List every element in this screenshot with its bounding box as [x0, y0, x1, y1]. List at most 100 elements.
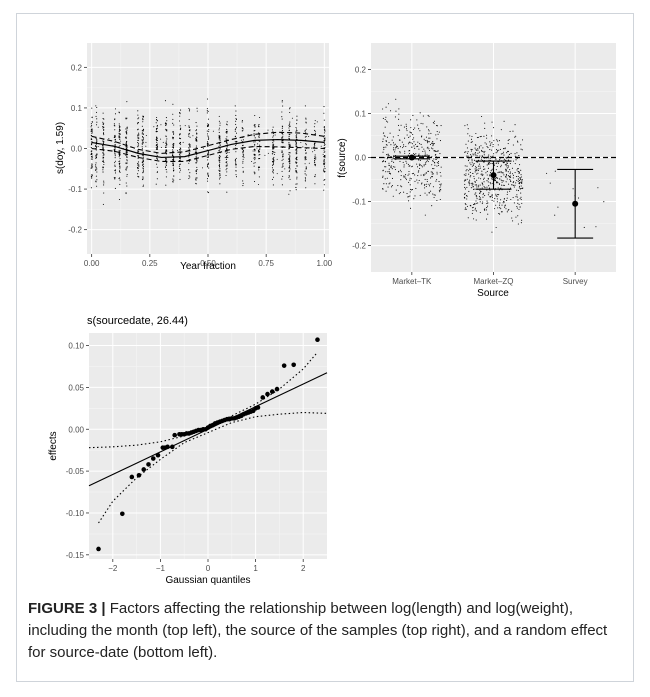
residual-point — [126, 162, 128, 164]
residual-point — [503, 148, 505, 150]
residual-point — [224, 156, 226, 158]
residual-point — [512, 220, 514, 222]
residual-point — [142, 163, 144, 165]
residual-point — [188, 134, 190, 136]
residual-point — [388, 168, 390, 170]
residual-point — [218, 134, 220, 136]
residual-point — [478, 151, 480, 153]
residual-point — [489, 148, 491, 151]
residual-point — [475, 202, 477, 204]
residual-point — [195, 182, 197, 184]
qq-point — [260, 395, 266, 400]
residual-point — [413, 154, 415, 156]
residual-point — [498, 140, 501, 142]
residual-point — [483, 135, 485, 137]
residual-point — [508, 139, 510, 141]
residual-point — [506, 167, 508, 169]
residual-point — [510, 175, 512, 177]
residual-point — [403, 166, 405, 168]
residual-point — [438, 181, 440, 183]
residual-point — [433, 168, 435, 170]
residual-point — [475, 167, 478, 169]
residual-point — [476, 198, 478, 200]
residual-point — [156, 140, 158, 142]
residual-point — [485, 172, 487, 174]
residual-point — [481, 170, 483, 172]
residual-point — [118, 150, 120, 152]
residual-point — [207, 136, 209, 138]
residual-point — [392, 149, 395, 151]
residual-point — [142, 167, 144, 169]
residual-point — [484, 127, 486, 130]
residual-point — [295, 141, 297, 143]
residual-point — [103, 192, 105, 194]
residual-point — [226, 138, 228, 140]
residual-point — [165, 140, 167, 142]
residual-point — [206, 112, 208, 114]
residual-point — [188, 126, 191, 128]
residual-point — [276, 173, 278, 175]
residual-point — [188, 110, 190, 112]
residual-point — [172, 136, 174, 138]
residual-point — [273, 140, 275, 142]
residual-point — [95, 164, 97, 166]
residual-point — [125, 168, 127, 170]
residual-point — [207, 123, 209, 125]
residual-point — [509, 171, 511, 173]
residual-point — [388, 172, 390, 174]
residual-point — [499, 202, 501, 204]
residual-point — [314, 132, 317, 134]
residual-point — [90, 137, 92, 139]
panel-doy-xaxis: 0.00 0.25 0.50 0.75 1.00 — [84, 254, 333, 268]
residual-point — [434, 194, 436, 196]
residual-point — [274, 152, 276, 154]
residual-point — [289, 162, 291, 165]
residual-point — [258, 132, 260, 134]
residual-point — [272, 141, 274, 144]
residual-point — [471, 212, 473, 214]
residual-point — [404, 176, 406, 178]
residual-point — [90, 123, 92, 125]
residual-point — [473, 159, 476, 161]
residual-point — [424, 152, 426, 154]
residual-point — [518, 185, 521, 187]
residual-point — [91, 173, 93, 176]
residual-point — [226, 128, 228, 131]
y-tick-label: -0.05 — [66, 467, 85, 476]
residual-point — [156, 158, 158, 160]
residual-point — [472, 153, 474, 155]
residual-point — [495, 193, 497, 195]
residual-point — [323, 155, 325, 157]
residual-point — [436, 165, 438, 167]
residual-point — [272, 144, 275, 146]
residual-point — [119, 168, 121, 170]
residual-point — [178, 165, 180, 167]
residual-point — [304, 149, 306, 151]
residual-point — [225, 131, 227, 133]
residual-point — [91, 132, 93, 135]
residual-point — [95, 165, 97, 167]
residual-point — [114, 108, 117, 110]
residual-point — [440, 175, 442, 177]
residual-point — [406, 130, 408, 132]
residual-point — [137, 154, 139, 157]
residual-point — [520, 179, 522, 181]
residual-point — [196, 177, 198, 179]
residual-point — [114, 169, 116, 171]
residual-point — [179, 163, 181, 165]
residual-point — [501, 181, 503, 183]
residual-point — [415, 143, 417, 145]
residual-point — [517, 168, 519, 170]
residual-point — [388, 183, 390, 185]
residual-point — [137, 137, 139, 139]
residual-point — [304, 136, 306, 138]
residual-point — [410, 127, 412, 129]
residual-point — [137, 114, 139, 116]
residual-point — [95, 168, 97, 170]
residual-point — [324, 130, 326, 132]
residual-point — [90, 128, 92, 130]
residual-point — [509, 180, 512, 182]
residual-point — [391, 139, 393, 141]
residual-point — [138, 132, 140, 134]
residual-point — [425, 136, 427, 138]
